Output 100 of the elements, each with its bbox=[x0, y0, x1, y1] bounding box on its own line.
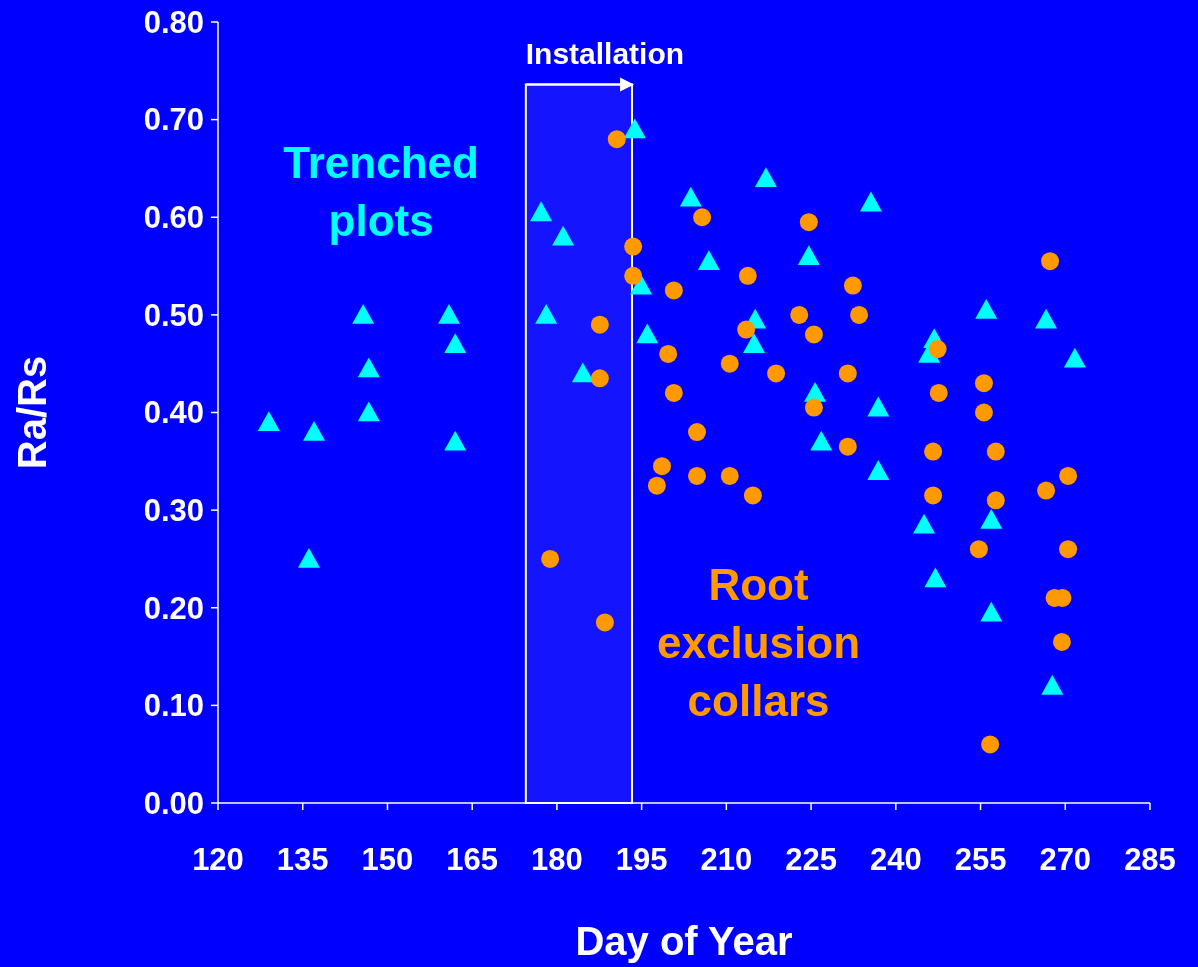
point bbox=[697, 250, 720, 270]
point bbox=[636, 323, 659, 344]
point bbox=[590, 315, 609, 334]
point bbox=[981, 735, 1000, 754]
point bbox=[986, 491, 1005, 510]
point bbox=[838, 437, 857, 456]
point bbox=[664, 383, 683, 402]
point bbox=[687, 423, 706, 442]
point bbox=[624, 266, 643, 285]
point bbox=[859, 191, 882, 212]
x-tick-label: 180 bbox=[531, 842, 583, 877]
series-label: Trenched plots bbox=[283, 138, 479, 246]
y-tick-label: 0.40 bbox=[143, 395, 204, 431]
x-tick-label: 270 bbox=[1039, 842, 1092, 877]
point bbox=[257, 411, 280, 432]
x-tick-label: 150 bbox=[361, 842, 414, 877]
point bbox=[810, 430, 833, 451]
point bbox=[737, 320, 756, 339]
point bbox=[303, 421, 326, 441]
point bbox=[1059, 466, 1078, 485]
point bbox=[986, 442, 1005, 461]
point bbox=[624, 237, 643, 256]
point bbox=[928, 340, 947, 359]
point bbox=[357, 401, 380, 422]
point bbox=[924, 442, 943, 461]
point bbox=[974, 374, 993, 393]
point bbox=[799, 213, 818, 232]
point bbox=[552, 225, 575, 246]
series-label: Root exclusion collars bbox=[657, 559, 861, 725]
point bbox=[720, 466, 739, 485]
point bbox=[687, 466, 706, 485]
x-tick-label: 165 bbox=[446, 842, 499, 877]
point bbox=[530, 201, 553, 222]
point bbox=[607, 130, 626, 149]
point bbox=[804, 398, 823, 417]
x-tick-label: 195 bbox=[615, 842, 668, 877]
point bbox=[590, 369, 609, 388]
point bbox=[571, 362, 594, 383]
point bbox=[743, 333, 766, 353]
point bbox=[444, 333, 467, 353]
point bbox=[1059, 540, 1078, 559]
point bbox=[297, 547, 320, 568]
x-tick-label: 240 bbox=[869, 842, 922, 877]
point bbox=[1041, 252, 1060, 271]
x-tick-label: 285 bbox=[1124, 842, 1176, 877]
point bbox=[804, 325, 823, 344]
point bbox=[664, 281, 683, 300]
x-tick-label: 210 bbox=[700, 842, 753, 877]
point bbox=[969, 540, 988, 559]
point bbox=[720, 354, 739, 373]
x-axis-title: Day of Year bbox=[575, 919, 793, 963]
point bbox=[357, 357, 380, 378]
point bbox=[929, 383, 948, 402]
point bbox=[444, 430, 467, 451]
point bbox=[767, 364, 786, 383]
x-tick-label: 255 bbox=[954, 842, 1007, 877]
point bbox=[1041, 674, 1064, 695]
point bbox=[850, 305, 869, 324]
point bbox=[924, 567, 947, 588]
point bbox=[1035, 308, 1058, 329]
point bbox=[1052, 632, 1071, 651]
y-tick-label: 0.60 bbox=[143, 200, 204, 236]
point bbox=[797, 245, 820, 266]
point bbox=[693, 208, 712, 227]
point bbox=[843, 276, 862, 295]
y-tick-label: 0.70 bbox=[143, 102, 204, 138]
y-axis-title: Ra/Rs bbox=[10, 355, 54, 470]
band-label: Installation bbox=[525, 37, 685, 71]
point bbox=[438, 303, 461, 324]
point bbox=[652, 457, 671, 476]
y-tick-label: 0.30 bbox=[143, 492, 204, 528]
x-tick-label: 120 bbox=[192, 842, 244, 877]
y-tick-label: 0.10 bbox=[143, 688, 204, 724]
y-tick-label: 0.20 bbox=[143, 590, 204, 626]
point bbox=[754, 167, 777, 187]
point bbox=[838, 364, 857, 383]
y-tick-label: 0.00 bbox=[143, 785, 204, 821]
point bbox=[743, 486, 762, 505]
point bbox=[352, 303, 375, 324]
point bbox=[595, 613, 614, 632]
point bbox=[867, 396, 890, 417]
point bbox=[974, 403, 993, 422]
point bbox=[659, 344, 678, 363]
point bbox=[980, 508, 1003, 529]
x-tick-label: 225 bbox=[785, 842, 837, 877]
x-tick-label: 135 bbox=[276, 842, 329, 877]
point bbox=[924, 486, 943, 505]
point bbox=[541, 549, 560, 568]
point bbox=[790, 305, 809, 324]
point bbox=[1037, 481, 1056, 500]
point bbox=[867, 460, 890, 480]
point bbox=[623, 118, 646, 139]
point bbox=[535, 303, 558, 324]
point bbox=[975, 298, 998, 319]
y-tick-label: 0.50 bbox=[143, 297, 204, 333]
y-tick-label: 0.80 bbox=[143, 4, 204, 40]
point bbox=[1063, 347, 1086, 368]
point bbox=[980, 601, 1003, 622]
point bbox=[679, 186, 702, 207]
point bbox=[738, 266, 757, 285]
